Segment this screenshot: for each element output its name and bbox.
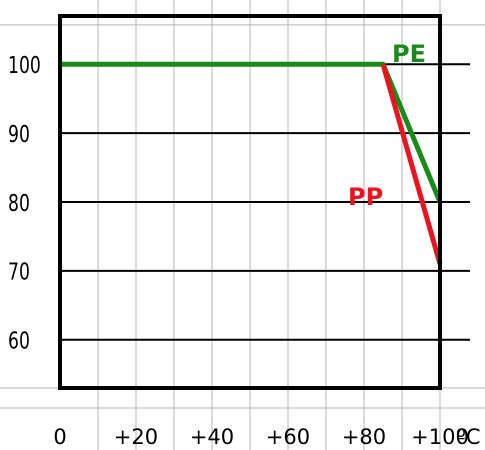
y-tick-label: 70 [8, 258, 30, 285]
y-tick-label: 90 [8, 120, 30, 147]
x-tick-label: +20 [114, 425, 158, 449]
x-tick-label: +40 [190, 425, 234, 449]
x-tick-label: +60 [266, 425, 310, 449]
y-tick-label: 80 [8, 189, 30, 216]
series-label-pe: PE [392, 40, 426, 68]
series-line-pp [380, 63, 443, 265]
series-layer [60, 61, 443, 265]
x-tick-label: +100 [411, 425, 469, 449]
y-tick-labels: 60 70 80 90 100 [8, 51, 41, 354]
x-tick-label: 0 [53, 425, 66, 449]
x-tick-label: +80 [342, 425, 386, 449]
x-tick-labels: 0 +20 +40 +60 +80 +100 [53, 425, 469, 449]
major-gridlines [60, 63, 470, 341]
y-tick-label: 100 [8, 51, 41, 78]
x-unit-label: ºC [456, 425, 481, 449]
series-labels: PE PP [348, 40, 426, 211]
plot-frame [58, 14, 442, 390]
series-label-pp: PP [348, 183, 383, 211]
y-tick-label: 60 [8, 327, 30, 354]
